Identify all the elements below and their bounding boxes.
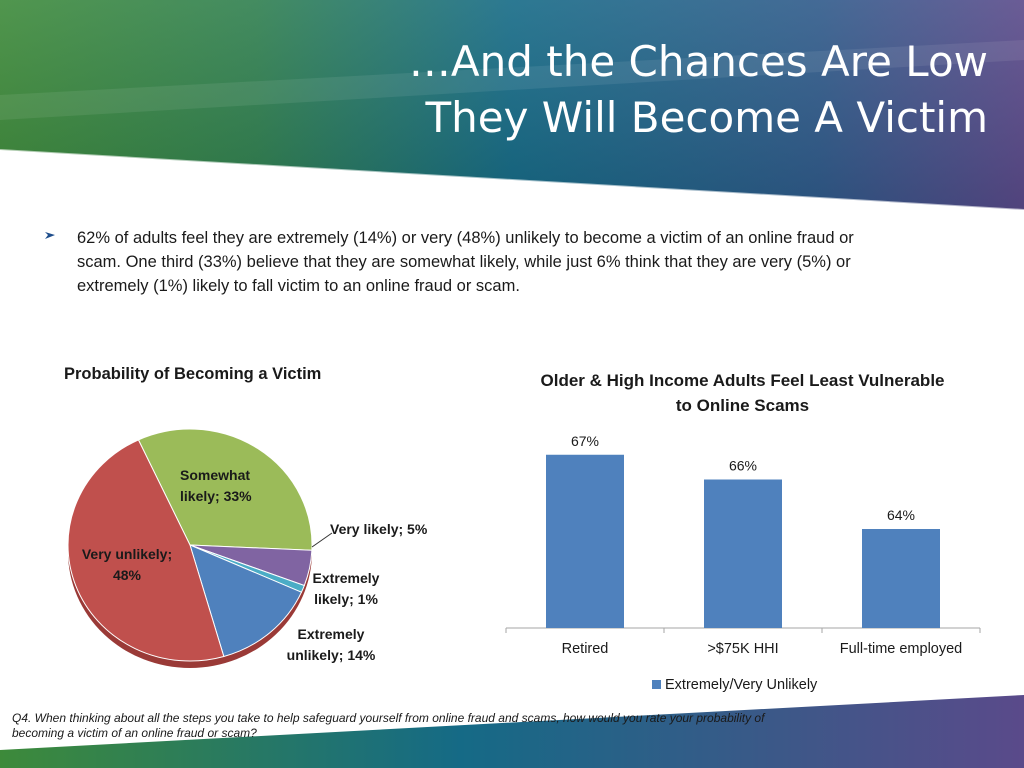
pie-leader-line xyxy=(311,532,333,548)
pie-slice-very-unlikely xyxy=(67,439,225,662)
x-tick-label: Retired xyxy=(562,641,609,657)
legend-label: Extremely/Very Unlikely xyxy=(665,677,818,693)
bullet-text: 62% of adults feel they are extremely (1… xyxy=(77,229,854,295)
title-line-2: They Will Become A Victim xyxy=(425,93,988,142)
pie-label-extremely-unlikely-text: Extremely unlikely; 14% xyxy=(286,626,376,663)
bar-data-label: 66% xyxy=(729,458,757,474)
pie-label-very-likely: Very likely; 5% xyxy=(330,519,440,540)
pie-label-extremely-likely-text: Extremely likely; 1% xyxy=(312,570,380,607)
bar-chart-legend: Extremely/Very Unlikely xyxy=(652,677,817,693)
pie-label-extremely-likely: Extremely likely; 1% xyxy=(306,568,386,610)
bullet-arrow-icon xyxy=(45,232,55,239)
legend-swatch xyxy=(652,680,661,689)
survey-question-footnote: Q4. When thinking about all the steps yo… xyxy=(12,711,765,740)
bar-full-time-employed xyxy=(862,529,940,628)
pie-label-very-likely-text: Very likely; 5% xyxy=(330,521,428,537)
pie-label-very-unlikely-text: Very unlikely; 48% xyxy=(81,546,173,583)
header-banner xyxy=(0,0,1024,211)
pie-slice-somewhat-likely xyxy=(137,428,313,551)
x-tick-label: >$75K HHI xyxy=(707,641,778,657)
pie-label-somewhat-likely-text: Somewhat likely; 33% xyxy=(180,467,252,504)
x-tick-label: Full-time employed xyxy=(840,641,963,657)
bar-data-label: 67% xyxy=(571,433,599,449)
slide-title: …And the Chances Are Low They Will Becom… xyxy=(409,34,988,146)
bar-chart: 67% Retired 66% >$75K HHI 64% Full-time emplo… xyxy=(505,433,981,657)
pie-chart-title: Probability of Becoming a Victim xyxy=(64,365,322,383)
pie-chart xyxy=(67,428,333,668)
summary-bullet: 62% of adults feel they are extremely (1… xyxy=(44,226,894,298)
bar--75k-hhi xyxy=(704,479,782,628)
pie-label-somewhat-likely: Somewhat likely; 33% xyxy=(180,465,276,507)
title-line-1: …And the Chances Are Low xyxy=(408,37,988,86)
bar-chart-title: Older & High Income Adults Feel Least Vu… xyxy=(540,371,945,415)
bar-retired xyxy=(546,454,624,628)
pie-label-extremely-unlikely: Extremely unlikely; 14% xyxy=(278,624,384,666)
footer-banner xyxy=(0,695,1024,768)
pie-slice-extremely-unlikely xyxy=(189,544,303,658)
pie-label-very-unlikely: Very unlikely; 48% xyxy=(76,544,178,586)
bar-data-label: 64% xyxy=(887,507,915,523)
